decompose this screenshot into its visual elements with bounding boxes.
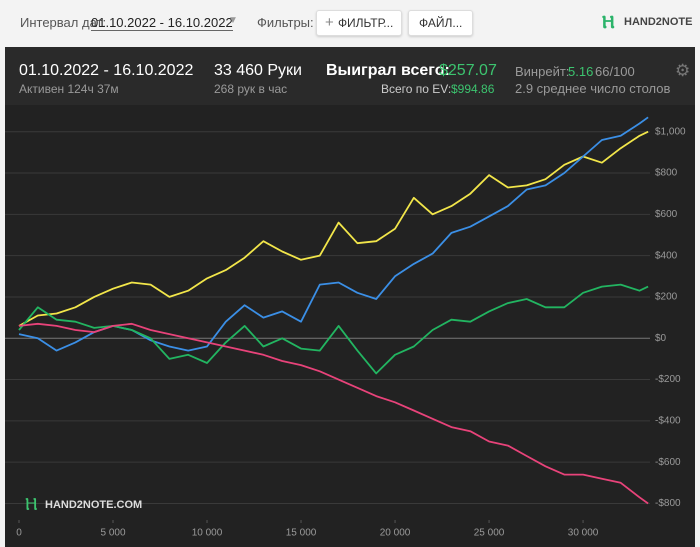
y-tick-label: $600: [655, 209, 678, 220]
y-tick-label: -$200: [655, 374, 681, 385]
series-line: [18, 130, 649, 327]
x-tick-label: 30 000: [568, 528, 599, 539]
watermark-icon: Ⲏ: [25, 494, 38, 514]
series-line: [18, 322, 649, 505]
y-tick-label: -$600: [655, 457, 681, 468]
date-range[interactable]: 01.10.2022 - 16.10.2022: [91, 15, 233, 31]
hands-per-hour: 268 рук в час: [214, 82, 288, 96]
y-tick-label: $200: [655, 292, 678, 303]
x-tick-label: 25 000: [474, 528, 505, 539]
filters-label: Фильтры:: [257, 15, 314, 30]
x-tick-label: 15 000: [286, 528, 317, 539]
date-label: Интервал дат:: [20, 15, 107, 30]
ev-label: Всего по EV:: [381, 82, 452, 96]
won-label: Выиграл всего:: [326, 62, 450, 79]
ev-value: $994.86: [451, 82, 495, 96]
toolbar: Интервал дат: 01.10.2022 - 16.10.2022 ▼ …: [0, 0, 700, 46]
won-value: $257.07: [439, 62, 497, 79]
period: 01.10.2022 - 16.10.2022: [19, 62, 194, 79]
winrate-unit: 66/100: [595, 64, 635, 79]
x-tick-label: 10 000: [192, 528, 223, 539]
filter-button[interactable]: + ФИЛЬТР...: [316, 10, 403, 36]
plus-icon: +: [325, 14, 338, 31]
y-tick-label: -$800: [655, 498, 681, 509]
y-tick-label: $1,000: [655, 126, 686, 137]
filter-text: ФИЛЬТР...: [337, 16, 394, 30]
x-tick-label: 5 000: [100, 528, 125, 539]
file-button[interactable]: ФАЙЛ...: [408, 10, 474, 36]
chart: HAND2NOTE.COM Ⲏ -$800 -$600 -$400 -$200 $0 $2…: [5, 105, 695, 547]
y-tick-label: $400: [655, 250, 678, 261]
logo: HAND2NOTE: [624, 16, 693, 28]
x-tick-label: 20 000: [380, 528, 411, 539]
winrate-label: Винрейт:: [515, 64, 570, 79]
y-tick-label: $800: [655, 168, 678, 179]
tables: 2.9 среднее число столов: [515, 81, 671, 96]
dropdown-arrow[interactable]: ▼: [228, 15, 238, 26]
winrate-value: 5.16: [568, 64, 594, 79]
active-time: Активен 124ч 37м: [19, 82, 119, 96]
y-tick-label: -$400: [655, 416, 681, 427]
watermark: HAND2NOTE.COM: [45, 499, 142, 511]
hands: 33 460 Руки: [214, 62, 302, 79]
logo-icon: Ⲏ: [602, 12, 615, 32]
series-line: [18, 283, 649, 375]
y-tick-label: $0: [655, 333, 667, 344]
settings-icon[interactable]: ⚙: [675, 61, 691, 80]
x-tick-label: 0: [16, 528, 22, 539]
